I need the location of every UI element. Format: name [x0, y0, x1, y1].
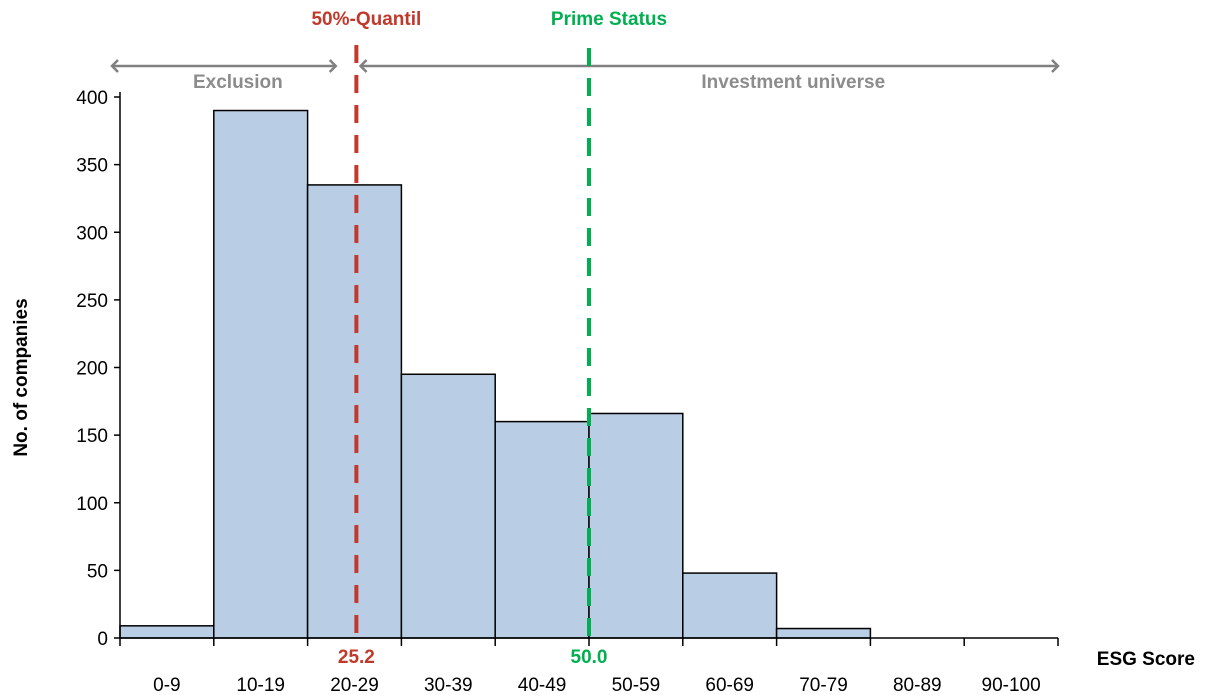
x-tick-label: 30-39 [424, 675, 473, 695]
x-tick-label: 40-49 [518, 675, 567, 695]
x-tick-label: 20-29 [330, 675, 379, 695]
y-tick-label: 0 [97, 629, 108, 650]
x-tick-label: 80-89 [893, 675, 942, 695]
bar-60-69 [682, 572, 778, 639]
y-tick-label: 100 [76, 494, 108, 515]
reference-line-label: 50%-Quantil [311, 9, 421, 30]
x-ticks-layer: 0-9 10-19 20-29 30-39 40-49 50-59 60-69 70-79 80… [119, 638, 1059, 695]
bar-50-59 [588, 412, 684, 639]
x-axis-title: ESG Score [1097, 649, 1195, 670]
range-label: Exclusion [193, 72, 283, 93]
y-tick-label: 200 [76, 359, 108, 380]
y-ticks-layer: 0 50 100 150 200 250 300 350 400 [76, 88, 120, 650]
y-tick-label: 300 [76, 223, 108, 244]
x-tick-label: 10-19 [236, 675, 285, 695]
y-tick-label: 350 [76, 156, 108, 177]
bar-30-39 [400, 373, 496, 639]
bar-40-49 [494, 420, 590, 639]
ranges-layer: Exclusion Investment universe [110, 59, 1060, 93]
x-tick-label: 90-100 [982, 675, 1041, 695]
bar-70-79 [775, 627, 872, 639]
y-tick-label: 150 [76, 426, 108, 447]
y-axis-title: No. of companies [11, 298, 32, 456]
y-tick-label: 50 [87, 561, 108, 582]
x-tick-label: 60-69 [705, 675, 754, 695]
x-tick-label: 0-9 [153, 675, 180, 695]
bar-0-9 [119, 625, 215, 639]
reference-lines-layer: 50%-Quantil 25.2 Prime Status 50.0 [311, 9, 667, 668]
reference-line-value: 25.2 [338, 647, 375, 668]
reference-line-label: Prime Status [551, 9, 667, 30]
reference-line-value: 50.0 [571, 647, 608, 668]
y-tick-label: 250 [76, 291, 108, 312]
x-tick-label: 70-79 [799, 675, 848, 695]
bar-10-19 [213, 109, 309, 639]
bars-layer [119, 109, 872, 639]
y-tick-label: 400 [76, 88, 108, 109]
range-label: Investment universe [701, 72, 885, 93]
x-tick-label: 50-59 [612, 675, 661, 695]
